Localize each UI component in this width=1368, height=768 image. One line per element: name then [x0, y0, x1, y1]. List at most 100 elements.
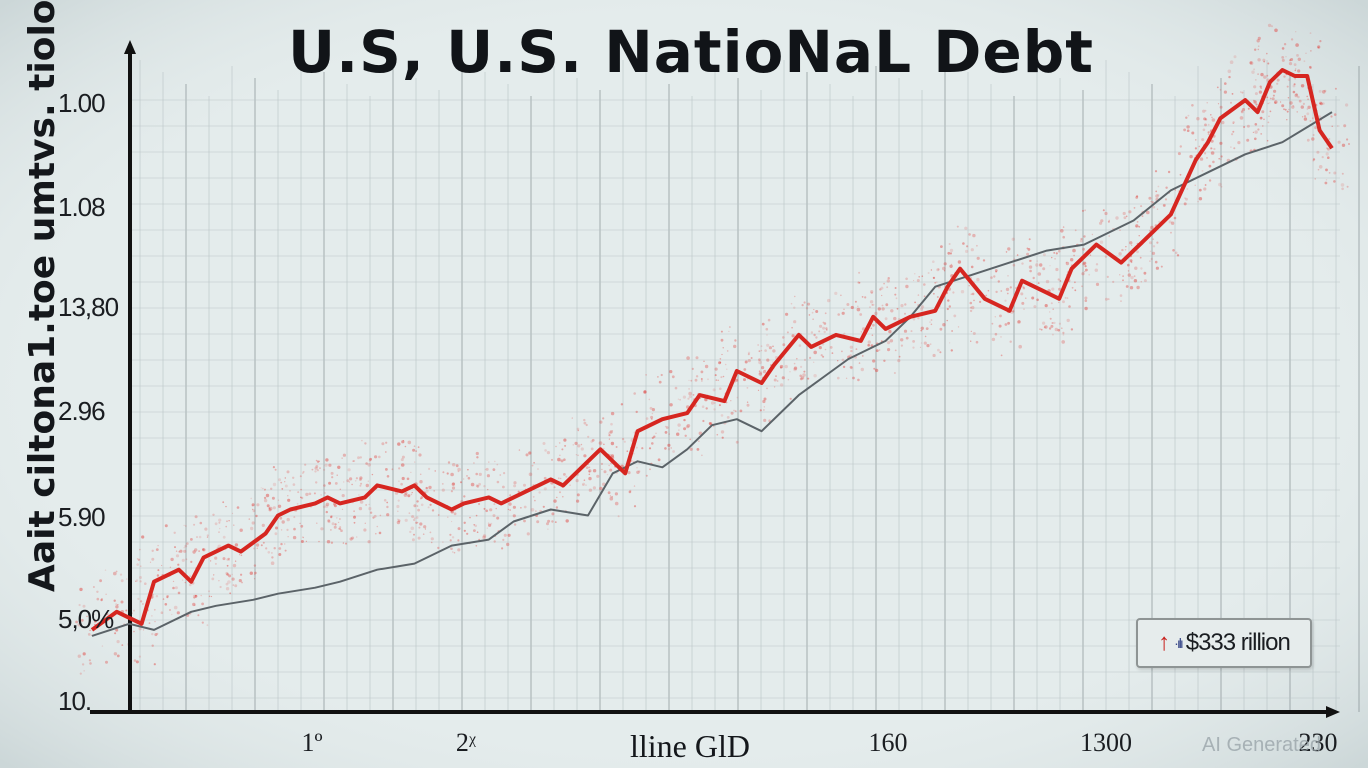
noise-dot — [232, 584, 234, 586]
noise-dot — [1000, 354, 1003, 357]
noise-dot — [406, 477, 410, 481]
noise-dot — [887, 348, 891, 352]
noise-dot — [801, 376, 805, 379]
noise-dot — [651, 436, 654, 439]
noise-dot — [730, 411, 734, 415]
noise-dot — [138, 626, 142, 631]
noise-dot — [608, 432, 611, 435]
noise-dot — [879, 349, 881, 351]
noise-dot — [894, 293, 897, 296]
noise-dot — [1340, 183, 1345, 187]
noise-dot — [856, 307, 861, 312]
noise-dot — [994, 316, 996, 318]
noise-dot — [265, 547, 268, 550]
noise-dot — [726, 350, 729, 352]
noise-dot — [1133, 279, 1138, 283]
noise-dot — [1032, 276, 1035, 280]
noise-dot — [452, 463, 456, 467]
noise-dot — [280, 542, 283, 546]
noise-dot — [186, 542, 189, 545]
noise-dot — [1218, 182, 1222, 187]
noise-dot — [1177, 152, 1181, 156]
noise-dot — [1000, 336, 1002, 338]
noise-dot — [530, 508, 535, 512]
noise-dot — [274, 532, 278, 536]
noise-dot — [930, 269, 933, 271]
noise-dot — [201, 621, 204, 624]
noise-dot — [555, 506, 559, 509]
noise-dot — [721, 353, 723, 356]
noise-dot — [712, 388, 716, 392]
noise-dot — [1302, 102, 1305, 105]
noise-dot — [976, 244, 978, 247]
noise-dot — [94, 620, 96, 623]
noise-dot — [284, 481, 286, 483]
noise-dot — [1122, 275, 1124, 277]
noise-dot — [841, 350, 843, 353]
noise-dot — [950, 253, 952, 255]
noise-dot — [1252, 131, 1254, 133]
noise-dot — [346, 479, 350, 483]
noise-dot — [193, 604, 196, 606]
noise-dot — [1049, 311, 1051, 313]
noise-dot — [582, 482, 586, 486]
noise-dot — [1095, 282, 1100, 286]
axes — [90, 40, 1340, 718]
noise-dot — [1028, 265, 1033, 269]
noise-dot — [700, 378, 703, 380]
noise-dot — [583, 479, 586, 482]
noise-dot — [105, 660, 108, 664]
noise-dot — [1085, 268, 1088, 272]
noise-dot — [476, 456, 479, 459]
noise-dot — [1009, 340, 1012, 343]
noise-dot — [353, 515, 356, 519]
noise-dot — [133, 630, 135, 633]
noise-dot — [962, 242, 965, 245]
noise-dot — [1207, 123, 1210, 126]
noise-dot — [381, 442, 385, 446]
noise-dot — [1207, 131, 1210, 134]
noise-dot — [904, 303, 907, 306]
noise-dot — [228, 574, 232, 578]
noise-dot — [1233, 55, 1237, 59]
noise-dot — [475, 451, 479, 456]
noise-dot — [998, 324, 1002, 328]
noise-dot — [763, 406, 765, 408]
noise-dot — [1049, 265, 1051, 267]
noise-dot — [969, 306, 972, 309]
noise-dot — [433, 490, 436, 492]
noise-dot — [1035, 263, 1039, 267]
noise-dot — [674, 386, 678, 390]
noise-dot — [1016, 254, 1019, 256]
noise-dot — [523, 483, 526, 487]
noise-dot — [556, 496, 558, 499]
noise-dot — [609, 496, 614, 501]
noise-dot — [1079, 239, 1083, 243]
noise-dot — [688, 391, 692, 396]
noise-dot — [1303, 60, 1306, 63]
noise-dot — [1259, 85, 1262, 88]
noise-dot — [1058, 301, 1060, 304]
noise-dot — [588, 470, 591, 473]
noise-dot — [1057, 249, 1061, 253]
noise-dot — [293, 516, 296, 519]
noise-dot — [1104, 211, 1108, 216]
noise-dot — [463, 495, 466, 498]
noise-dot — [993, 275, 996, 278]
noise-dot — [101, 645, 104, 647]
noise-dot — [1216, 86, 1219, 89]
noise-dot — [1049, 317, 1052, 320]
noise-dot — [1148, 196, 1152, 200]
noise-dot — [466, 475, 468, 477]
noise-dot — [728, 330, 730, 332]
noise-dot — [419, 473, 422, 476]
noise-dot — [1232, 121, 1235, 124]
value-callout: ↑ ·ılı $333 rillion — [1136, 618, 1312, 668]
noise-dot — [449, 533, 452, 536]
noise-dot — [330, 541, 334, 544]
noise-dot — [179, 549, 183, 553]
noise-dot — [359, 484, 362, 487]
noise-dot — [635, 446, 638, 449]
noise-dot — [1219, 141, 1223, 145]
noise-dot — [446, 472, 449, 475]
